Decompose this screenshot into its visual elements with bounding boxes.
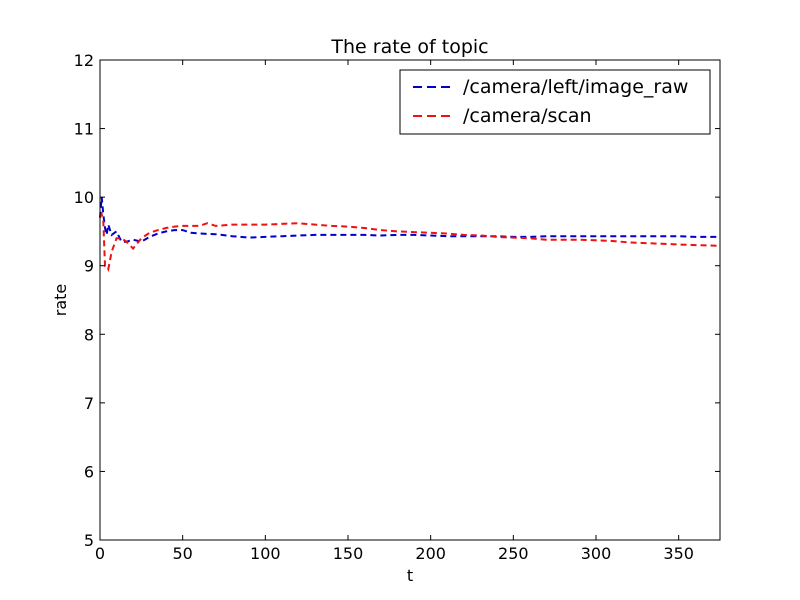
plot-frame: [99, 59, 721, 541]
x-tick-label: 200: [415, 544, 446, 563]
legend-box: [399, 69, 711, 135]
x-tick-label: 250: [498, 544, 529, 563]
x-tick-label: 350: [663, 544, 694, 563]
series-line-1: [99, 211, 721, 273]
legend-label-scan: /camera/scan: [463, 105, 592, 127]
x-tick-label: 50: [172, 544, 192, 563]
ticks-layer: 0 50 100 150 200 250 300 350 5 6 7 8 9 10 11 12: [74, 51, 720, 563]
legend-label-image-raw: /camera/left/image_raw: [463, 76, 688, 98]
legend: /camera/left/image_raw /camera/scan: [399, 69, 711, 135]
x-tick-label: 300: [581, 544, 612, 563]
y-tick-label: 6: [84, 462, 94, 481]
y-tick-label: 5: [84, 531, 94, 550]
y-tick-label: 8: [84, 325, 94, 344]
series-layer: [99, 197, 721, 273]
y-tick-label: 7: [84, 394, 94, 413]
y-tick-label: 12: [74, 51, 94, 70]
y-tick-label: 10: [74, 188, 94, 207]
x-tick-label: 100: [250, 544, 281, 563]
y-axis-label: rate: [51, 284, 70, 317]
chart-title: The rate of topic: [330, 36, 488, 58]
x-axis-label: t: [407, 566, 413, 585]
y-tick-label: 11: [74, 120, 94, 139]
y-tick-label: 9: [84, 257, 94, 276]
x-tick-label: 0: [95, 544, 105, 563]
x-tick-label: 150: [333, 544, 364, 563]
